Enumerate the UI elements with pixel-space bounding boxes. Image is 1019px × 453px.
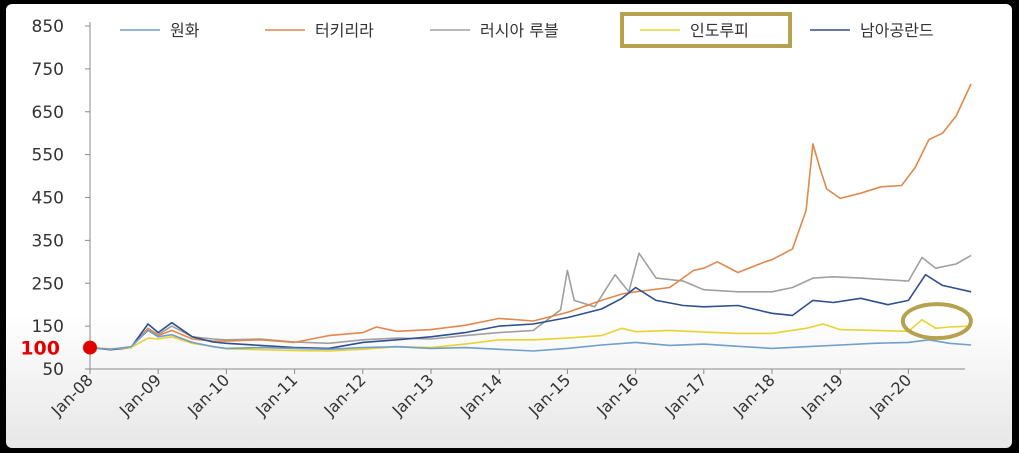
x-tick-label: Jan-16 <box>592 370 642 420</box>
x-tick-label: Jan-20 <box>865 370 915 420</box>
y-tick-label: 750 <box>32 60 64 80</box>
y-tick-label: 150 <box>32 317 64 337</box>
x-tick-label: Jan-10 <box>183 370 233 420</box>
baseline-100-label: 100 <box>20 338 60 360</box>
x-tick-label: Jan-15 <box>524 370 574 420</box>
series-line-4 <box>89 273 972 351</box>
baseline-100-dot <box>83 340 97 355</box>
x-tick-label: Jan-11 <box>251 370 301 420</box>
y-tick-label: 850 <box>32 17 64 37</box>
x-tick-label: Jan-13 <box>388 370 438 420</box>
legend-label-3: 인도루피 <box>690 21 749 40</box>
y-tick-label: 450 <box>32 189 64 209</box>
x-tick-label: Jan-19 <box>797 370 847 420</box>
x-tick-label: Jan-17 <box>661 370 711 420</box>
legend-label-0: 원화 <box>170 21 200 40</box>
x-tick-label: Jan-09 <box>115 370 165 420</box>
x-tick-label: Jan-18 <box>729 370 779 420</box>
highlight-ellipse <box>900 302 973 341</box>
y-tick-label: 550 <box>32 146 64 166</box>
y-tick-label: 350 <box>32 231 64 251</box>
legend-label-2: 러시아 루블 <box>480 21 559 40</box>
y-tick-label: 250 <box>32 274 64 294</box>
series-line-3 <box>89 318 972 352</box>
y-tick-label: 650 <box>32 103 64 123</box>
legend-highlight-box <box>620 12 792 48</box>
series-line-0 <box>89 329 972 352</box>
series-line-2 <box>89 252 972 351</box>
legend-label-1: 터키리라 <box>315 21 374 40</box>
y-tick-label: 50 <box>42 360 64 380</box>
x-tick-label: Jan-14 <box>456 370 506 420</box>
x-tick-label: Jan-12 <box>320 370 370 420</box>
chart-panel <box>6 4 1012 448</box>
legend-label-4: 남아공란드 <box>860 21 934 40</box>
series-line-1 <box>89 83 972 351</box>
